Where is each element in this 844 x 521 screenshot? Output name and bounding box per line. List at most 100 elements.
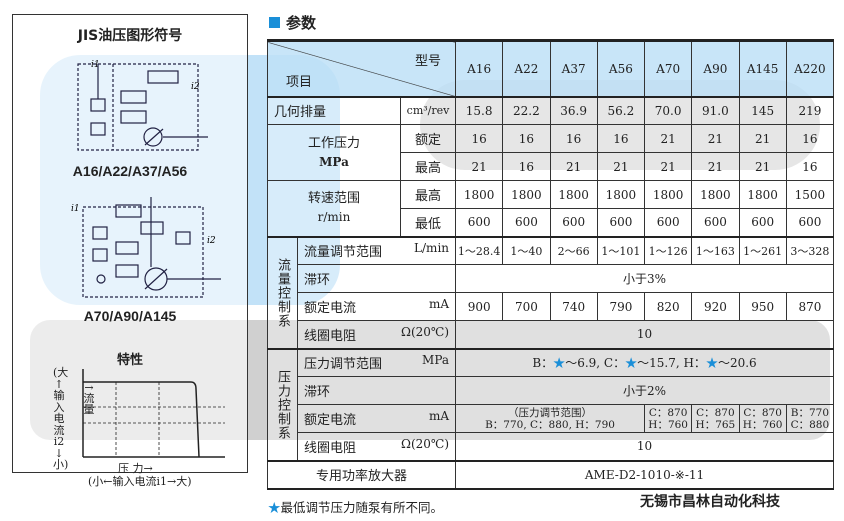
model-header: A145: [738, 39, 787, 97]
cell: 1～101: [596, 235, 646, 265]
cell: 1800: [549, 180, 598, 209]
cell: 21: [549, 152, 598, 181]
sub-label: 额定: [399, 124, 457, 153]
cell: 1800: [738, 180, 787, 209]
cell: 740: [549, 292, 598, 321]
text: ～20.6: [717, 356, 757, 371]
unit: Ω(20℃): [401, 436, 450, 451]
label: 转速范围: [307, 191, 360, 207]
row-label-speed-range: 转速范围 r/min: [267, 180, 401, 237]
row-label: 流量调节范围 L/min: [296, 235, 457, 265]
group-pressure-control: 压力控制系: [267, 347, 298, 461]
cell: 16: [549, 124, 598, 153]
cell: 36.9: [549, 95, 598, 125]
cell: 1500: [785, 180, 835, 209]
cell: 600: [502, 208, 551, 237]
cell: 600: [549, 208, 598, 237]
parameter-table: 型号 项目 A16 A22 A37 A56 A70 A90 A145 A220 几何排量 cm…: [266, 39, 835, 490]
cell: 21: [644, 152, 693, 181]
cell: 600: [455, 208, 504, 237]
label: 流量调节范围: [304, 245, 383, 261]
characteristics-title: 特性: [116, 353, 143, 368]
cell: 21: [644, 124, 693, 153]
cell: 600: [738, 208, 787, 237]
i2-label: i2: [191, 82, 200, 92]
unit: L/min: [414, 241, 450, 256]
table-header-row: 型号 项目 A16 A22 A37 A56 A70 A90 A145 A220: [266, 39, 835, 97]
cell: 16: [596, 124, 646, 153]
text: B：: [532, 356, 554, 371]
y-axis-label-char: (大: [53, 366, 69, 379]
unit: MPa: [319, 154, 349, 169]
cell: 219: [785, 95, 835, 125]
text: H：765: [695, 418, 736, 431]
table-row-flow-resistance: 线圈电阻 Ω(20℃) 10: [268, 320, 835, 349]
cell: 21: [691, 124, 740, 153]
unit: mA: [428, 297, 450, 311]
row-label: 专用功率放大器: [266, 459, 457, 490]
cell: C：870 H：760: [738, 404, 787, 433]
unit: r/min: [317, 210, 351, 225]
table-row-speed-max: 转速范围 r/min 最高 1800 1800 1800 1800 1800 1800 180…: [267, 180, 835, 237]
label: 线圈电阻: [304, 440, 357, 456]
cell: 600: [691, 208, 740, 237]
cell: 950: [738, 292, 787, 321]
text: H：760: [648, 418, 688, 431]
cell: 600: [785, 208, 835, 237]
row-label: 线圈电阻 Ω(20℃): [296, 432, 457, 461]
row-label-working-pressure: 工作压力 MPa: [267, 124, 401, 181]
table-row-flow-current: 额定电流 mA 900 700 740 790 820 920 950 870: [268, 292, 835, 321]
text: H：760: [742, 418, 783, 431]
i1-label-2: i1: [71, 204, 80, 214]
model-header: A90: [691, 39, 740, 97]
table-row-pressure-hysteresis: 滞环 小于2%: [268, 376, 835, 405]
cell: 16: [502, 124, 551, 153]
cell: 16: [785, 152, 835, 181]
y-axis-label-char: 小): [53, 458, 69, 471]
model-header: A37: [549, 39, 598, 97]
panel-title: JIS油压图形符号: [77, 28, 183, 44]
section-square-icon: [269, 17, 280, 28]
hydraulic-circuit-diagram-2: i1 i2: [71, 197, 221, 298]
cell: 145: [738, 95, 787, 125]
y-axis-label-char: ↑: [54, 377, 64, 391]
row-label: 线圈电阻 Ω(20℃): [296, 320, 457, 349]
text: C：870: [696, 406, 735, 419]
company-name: 无锡市昌林自动化科技: [640, 494, 780, 510]
cell: 820: [644, 292, 693, 321]
table-row-pressure-current: 额定电流 mA （压力调节范围） B：770, C：880, H：790 C：870…: [268, 404, 835, 433]
model-header: A220: [785, 39, 835, 97]
cell: 15.8: [455, 95, 504, 125]
cell: 小于2%: [455, 376, 835, 405]
footnote: ★最低调节压力随泵有所不同。: [268, 497, 443, 516]
x-axis-label: 压 力→: [118, 462, 153, 475]
text: C：870: [648, 406, 688, 419]
unit: mA: [428, 409, 450, 423]
table-row-flow-range: 流量控制系 流量调节范围 L/min 1～28.4 1～40 2～66 1～101 1～1…: [267, 235, 835, 349]
cell: 600: [644, 208, 693, 237]
cell: 10: [455, 320, 835, 349]
cell: B：770 C：880: [785, 404, 835, 433]
row-label: 额定电流 mA: [296, 292, 457, 321]
cell: 1800: [502, 180, 551, 209]
cell: 1800: [596, 180, 646, 209]
row-label: 额定电流 mA: [296, 404, 457, 433]
text: C：880: [790, 418, 830, 431]
cell: 1～126: [644, 235, 693, 265]
table-row-pressure-rated: 工作压力 MPa 额定 16 16 16 16 21 21 21 16: [267, 124, 835, 181]
sub-label: 最低: [399, 208, 457, 237]
i1-label: i1: [91, 60, 100, 70]
y-axis-label: (大 ↑ 输入电流 i2 ↓ 小): [53, 366, 69, 471]
i2-label-2: i2: [207, 236, 216, 246]
cell: 700: [502, 292, 551, 321]
row-label: 滞环: [296, 264, 457, 293]
table-row-speed-min: 最低 600 600 600 600 600 600 600 600: [268, 208, 835, 237]
y-axis-label-char: 流: [53, 423, 65, 437]
table-row-pressure-resistance: 线圈电阻 Ω(20℃) 10: [268, 432, 835, 461]
text: B：770, C：880, H：790: [485, 418, 615, 431]
row-label: 几何排量: [267, 95, 401, 125]
row-label: 滞环: [296, 376, 457, 405]
text: （压力调节范围）: [508, 406, 593, 419]
label: 压力调节范围: [304, 357, 383, 373]
sub-label: 最高: [399, 180, 457, 209]
